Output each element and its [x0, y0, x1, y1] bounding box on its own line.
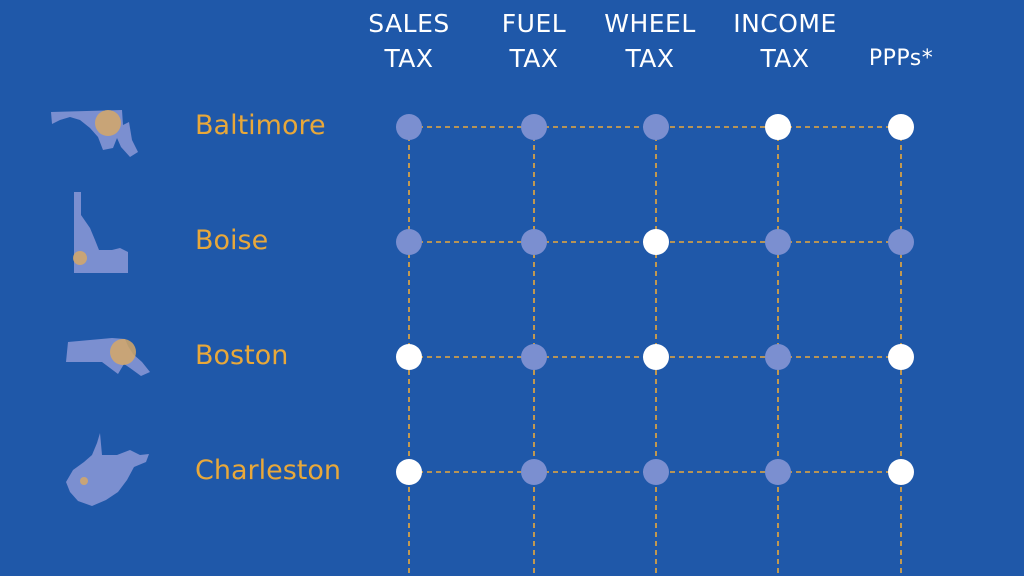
column-header-line2: TAX [625, 44, 675, 73]
inactive-dot-baltimore-1 [396, 114, 422, 140]
inactive-dot-boston-2 [521, 344, 547, 370]
active-dot-boston-5 [888, 344, 914, 370]
maryland-map-icon [51, 110, 138, 157]
column-header-line1: SALES [368, 9, 450, 38]
city-label-baltimore: Baltimore [195, 110, 326, 141]
inactive-dot-baltimore-2 [521, 114, 547, 140]
active-dot-baltimore-5 [888, 114, 914, 140]
city-label-boise: Boise [195, 225, 269, 256]
active-dot-boston-3 [643, 344, 669, 370]
active-dot-charleston-1 [396, 459, 422, 485]
massachusetts-map-icon [66, 338, 150, 376]
inactive-dot-boston-4 [765, 344, 791, 370]
inactive-dot-charleston-3 [643, 459, 669, 485]
inactive-dot-charleston-2 [521, 459, 547, 485]
column-header-line1: INCOME [733, 9, 837, 38]
inactive-dot-boise-5 [888, 229, 914, 255]
active-dot-baltimore-4 [765, 114, 791, 140]
inactive-dot-charleston-4 [765, 459, 791, 485]
column-header-fuel-tax: FUEL TAX [464, 6, 604, 76]
column-header-line1: PPPs* [868, 46, 934, 71]
column-header-line2: TAX [760, 44, 810, 73]
active-dot-charleston-5 [888, 459, 914, 485]
inactive-dot-boise-2 [521, 229, 547, 255]
city-label-boston: Boston [195, 340, 289, 371]
column-header-wheel-tax: WHEEL TAX [580, 6, 720, 76]
active-dot-boston-1 [396, 344, 422, 370]
idaho-map-icon [73, 192, 128, 273]
column-header-ppps: PPPs* [831, 41, 971, 76]
column-header-sales-tax: SALES TAX [339, 6, 479, 76]
active-dot-boise-3 [643, 229, 669, 255]
column-header-line2: TAX [509, 44, 559, 73]
inactive-dot-boise-1 [396, 229, 422, 255]
grid-dots [396, 114, 914, 485]
inactive-dot-boise-4 [765, 229, 791, 255]
west-virginia-map-icon [66, 433, 149, 506]
city-label-charleston: Charleston [195, 455, 342, 486]
column-header-line2: TAX [384, 44, 434, 73]
column-header-line1: WHEEL [604, 9, 696, 38]
inactive-dot-baltimore-3 [643, 114, 669, 140]
column-header-income-tax: INCOME TAX [715, 6, 855, 76]
column-header-line1: FUEL [501, 9, 567, 38]
